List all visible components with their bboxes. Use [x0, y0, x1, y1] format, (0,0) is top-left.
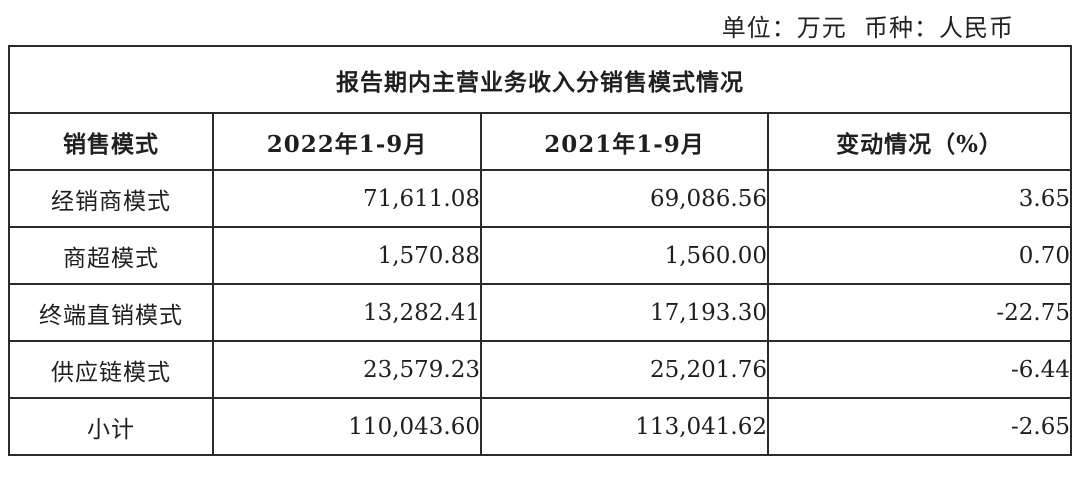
column-header-change: 变动情况（%）	[767, 112, 1072, 171]
cell-change-value: -2.65	[767, 397, 1072, 456]
cell-2021-value: 25,201.76	[480, 340, 769, 399]
cell-2022-value: 23,579.23	[212, 340, 482, 399]
cell-change-value: 0.70	[767, 226, 1072, 285]
cell-2021-value: 113,041.62	[480, 397, 769, 456]
cell-2022-value: 71,611.08	[212, 169, 482, 228]
cell-sales-model: 经销商模式	[8, 169, 214, 228]
cell-sales-model: 小计	[8, 397, 214, 456]
cell-sales-model: 终端直销模式	[8, 283, 214, 342]
cell-2022-value: 110,043.60	[212, 397, 482, 456]
table-row: 商超模式 1,570.88 1,560.00 0.70	[8, 226, 1072, 285]
cell-2022-value: 13,282.41	[212, 283, 482, 342]
table-row-subtotal: 小计 110,043.60 113,041.62 -2.65	[8, 397, 1072, 456]
table-row: 供应链模式 23,579.23 25,201.76 -6.44	[8, 340, 1072, 399]
table-title: 报告期内主营业务收入分销售模式情况	[8, 45, 1072, 114]
cell-2022-value: 1,570.88	[212, 226, 482, 285]
column-header-2021: 2021年1-9月	[480, 112, 769, 171]
table-row: 经销商模式 71,611.08 69,086.56 3.65	[8, 169, 1072, 228]
table-header-row: 销售模式 2022年1-9月 2021年1-9月 变动情况（%）	[8, 112, 1072, 171]
unit-currency-note: 单位：万元 币种：人民币	[721, 14, 1014, 42]
sales-model-revenue-table: 报告期内主营业务收入分销售模式情况 销售模式 2022年1-9月 2021年1-…	[8, 45, 1072, 456]
table-row: 终端直销模式 13,282.41 17,193.30 -22.75	[8, 283, 1072, 342]
cell-change-value: -22.75	[767, 283, 1072, 342]
table-title-row: 报告期内主营业务收入分销售模式情况	[8, 45, 1072, 114]
cell-change-value: -6.44	[767, 340, 1072, 399]
cell-sales-model: 供应链模式	[8, 340, 214, 399]
cell-2021-value: 17,193.30	[480, 283, 769, 342]
column-header-sales-model: 销售模式	[8, 112, 214, 171]
column-header-2022: 2022年1-9月	[212, 112, 482, 171]
cell-change-value: 3.65	[767, 169, 1072, 228]
cell-sales-model: 商超模式	[8, 226, 214, 285]
cell-2021-value: 1,560.00	[480, 226, 769, 285]
cell-2021-value: 69,086.56	[480, 169, 769, 228]
